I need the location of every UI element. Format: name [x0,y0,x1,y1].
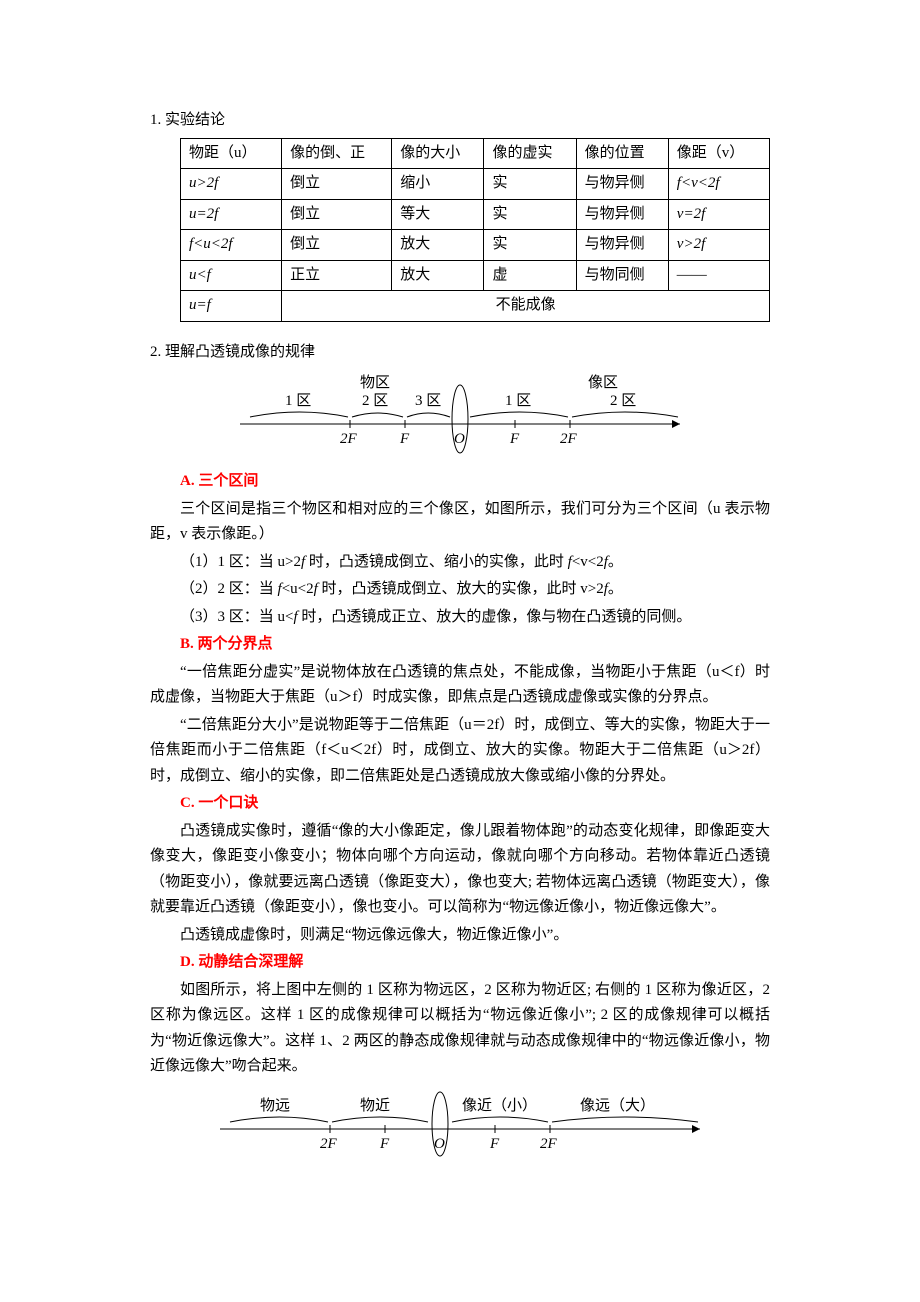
cell: 与物异侧 [576,230,668,261]
cell: 放大 [392,230,484,261]
heading-D: D. 动静结合深理解 [180,954,303,970]
lens-diagram-2: 物远 物近 像近（小） 像远（大） 2F F O F 2F [150,1084,770,1164]
cell: u<f [181,260,282,291]
cell-merged: 不能成像 [282,291,770,322]
para-C1: 凸透镜成实像时，遵循“像的大小像距定，像儿跟着物体跑”的动态变化规律，即像距变大… [150,819,770,921]
dia2-O: O [434,1136,445,1152]
cell: v=2f [668,199,769,230]
section2-title: 2. 理解凸透镜成像的规律 [150,340,770,366]
th-ori: 像的倒、正 [282,138,392,169]
dia1-O: O [454,431,465,447]
th-real: 像的虚实 [484,138,576,169]
th-u: 物距（u） [181,138,282,169]
dia1-r2: 2 区 [610,393,636,409]
dia1-r1: 1 区 [505,393,531,409]
dia2-in: 像近（小） [462,1097,537,1114]
cell: f<u<2f [181,230,282,261]
dia1-z2: 2 区 [362,393,388,409]
table-row: u<f 正立 放大 虚 与物同侧 —— [181,260,770,291]
dia2-wl: 物远 [260,1097,290,1114]
cell: v>2f [668,230,769,261]
dia2-wn: 物近 [360,1097,390,1114]
cell: f<v<2f [668,169,769,200]
section1-title: 1. 实验结论 [150,108,770,134]
para-B2: “二倍焦距分大小”是说物距等于二倍焦距（u＝2f）时，成倒立、等大的实像，物距大… [150,713,770,790]
cell: u=2f [181,199,282,230]
dia2-2F-r: 2F [540,1136,558,1152]
dia1-z1: 1 区 [285,393,311,409]
cell: 虚 [484,260,576,291]
cell: —— [668,260,769,291]
cell: 放大 [392,260,484,291]
dia1-img-label: 像区 [588,374,618,391]
table-row: f<u<2f 倒立 放大 实 与物异侧 v>2f [181,230,770,261]
para-A1: 三个区间是指三个物区和相对应的三个像区，如图所示，我们可分为三个区间（u 表示物… [150,497,770,548]
dia2-F-r: F [489,1136,500,1152]
cell: 缩小 [392,169,484,200]
th-pos: 像的位置 [576,138,668,169]
para-C2: 凸透镜成虚像时，则满足“物远像远像大，物近像近像小”。 [150,923,770,949]
heading-B: B. 两个分界点 [180,636,273,652]
cell: 与物异侧 [576,169,668,200]
dia2-if: 像远（大） [580,1097,655,1114]
para-A-l2: （2）2 区：当 f<u<2f 时，凸透镜成倒立、放大的实像，此时 v>2f。 [150,577,770,603]
dia1-2F-l: 2F [340,431,358,447]
para-D1: 如图所示，将上图中左侧的 1 区称为物远区，2 区称为物近区; 右侧的 1 区称… [150,978,770,1080]
th-v: 像距（v） [668,138,769,169]
cell: u>2f [181,169,282,200]
para-A-l3: （3）3 区：当 u<f 时，凸透镜成正立、放大的虚像，像与物在凸透镜的同侧。 [150,605,770,631]
dia1-2F-r: 2F [560,431,578,447]
cell: 倒立 [282,199,392,230]
cell: 与物同侧 [576,260,668,291]
cell: 实 [484,169,576,200]
cell: u=f [181,291,282,322]
cell: 倒立 [282,230,392,261]
cell: 与物异侧 [576,199,668,230]
cell: 等大 [392,199,484,230]
dia2-2F-l: 2F [320,1136,338,1152]
dia1-z3: 3 区 [415,393,441,409]
dia1-obj-label: 物区 [360,374,390,391]
cell: 正立 [282,260,392,291]
cell: 实 [484,199,576,230]
heading-A: A. 三个区间 [180,473,258,489]
table-header-row: 物距（u） 像的倒、正 像的大小 像的虚实 像的位置 像距（v） [181,138,770,169]
lens-diagram-1: 物区 像区 1 区 2 区 3 区 1 区 2 区 2F F O F 2F [150,369,770,459]
heading-C: C. 一个口诀 [180,795,258,811]
table-row: u>2f 倒立 缩小 实 与物异侧 f<v<2f [181,169,770,200]
dia1-F-r: F [509,431,520,447]
cell: 实 [484,230,576,261]
table-row: u=f 不能成像 [181,291,770,322]
results-table: 物距（u） 像的倒、正 像的大小 像的虚实 像的位置 像距（v） u>2f 倒立… [180,138,770,322]
dia2-F-l: F [379,1136,390,1152]
para-A-l1: （1）1 区：当 u>2f 时，凸透镜成倒立、缩小的实像，此时 f<v<2f。 [150,550,770,576]
dia1-F-l: F [399,431,410,447]
table-row: u=2f 倒立 等大 实 与物异侧 v=2f [181,199,770,230]
cell: 倒立 [282,169,392,200]
para-B1: “一倍焦距分虚实”是说物体放在凸透镜的焦点处，不能成像，当物距小于焦距（u＜f）… [150,660,770,711]
th-size: 像的大小 [392,138,484,169]
